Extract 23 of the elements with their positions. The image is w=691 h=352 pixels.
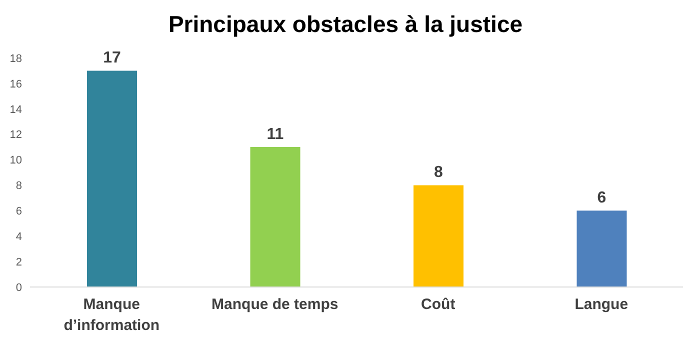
y-tick-label: 16 (10, 78, 22, 90)
data-label: 17 (103, 50, 121, 67)
bar (576, 210, 627, 287)
y-tick-label: 12 (10, 129, 22, 142)
y-tick-label: 18 (10, 52, 22, 65)
data-label: 11 (266, 126, 284, 144)
y-tick-label: 4 (16, 231, 22, 244)
y-tick-label: 14 (10, 104, 22, 116)
y-tick-label: 2 (16, 256, 22, 268)
data-label: 8 (434, 164, 444, 182)
data-label: 6 (597, 190, 606, 207)
y-tick-label: 0 (16, 282, 22, 294)
y-tick-label: 6 (16, 206, 22, 218)
chart-title: Principaux obstacles à la justice (167, 10, 524, 39)
x-tick-label: Manque de temps (212, 296, 338, 313)
bar (87, 70, 137, 287)
x-tick-label: Manque d’information (64, 296, 160, 334)
bar (250, 147, 300, 287)
y-tick-label: 8 (16, 180, 22, 192)
bar (414, 185, 464, 287)
x-tick-label: Langue (574, 296, 628, 313)
x-tick-label: Coût (421, 296, 456, 313)
y-tick-label: 10 (10, 154, 22, 167)
